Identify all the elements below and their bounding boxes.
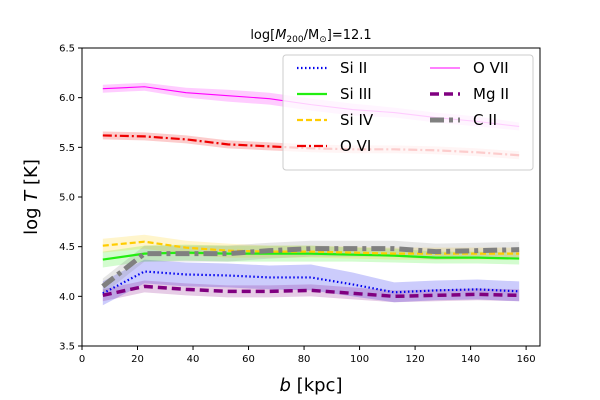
series-line-si-iii [102, 251, 520, 261]
legend-label-o-vi: O VI [340, 137, 371, 155]
x-tick-label: 160 [517, 354, 536, 365]
x-axis-label: b [kpc] [280, 375, 343, 396]
legend-label-si-iii: Si III [340, 85, 372, 103]
series-line-mg-ii [102, 284, 520, 299]
band-si-ii [102, 259, 520, 306]
y-tick-label: 6.5 [59, 44, 75, 55]
legend-label-c-ii: C II [473, 111, 497, 129]
x-axis: 0 20 40 60 80 100 120 140 160 [79, 346, 536, 365]
y-tick-label: 3.5 [59, 342, 75, 353]
legend-label-si-ii: Si II [340, 59, 367, 77]
legend-box [282, 54, 534, 171]
x-tick-label: 80 [298, 354, 311, 365]
y-axis: 3.5 4.0 4.5 5.0 5.5 6.0 6.5 [59, 44, 82, 353]
band-si-iii [102, 244, 520, 268]
y-tick-label: 4.5 [59, 242, 75, 253]
y-tick-label: 4.0 [59, 292, 75, 303]
y-tick-label: 6.0 [59, 93, 75, 104]
chart-title: log[M200/M⊙]=12.1 [250, 28, 371, 45]
y-tick-label: 5.5 [59, 143, 75, 154]
legend-label-o-vii: O VII [473, 59, 509, 77]
y-tick-label: 5.0 [59, 193, 75, 204]
legend-label-mg-ii: Mg II [473, 85, 509, 103]
legend: Si II Si III Si IV O VI O VII Mg II C II [282, 54, 534, 171]
x-tick-label: 120 [406, 354, 425, 365]
series-line-c-ii [101, 246, 520, 289]
x-tick-label: 140 [461, 354, 480, 365]
legend-label-si-iv: Si IV [340, 111, 374, 129]
x-tick-label: 40 [187, 354, 200, 365]
x-tick-label: 100 [350, 354, 369, 365]
x-tick-label: 60 [242, 354, 255, 365]
x-tick-label: 20 [131, 354, 144, 365]
x-tick-label: 0 [79, 354, 85, 365]
y-axis-label: log T [K] [21, 159, 42, 235]
